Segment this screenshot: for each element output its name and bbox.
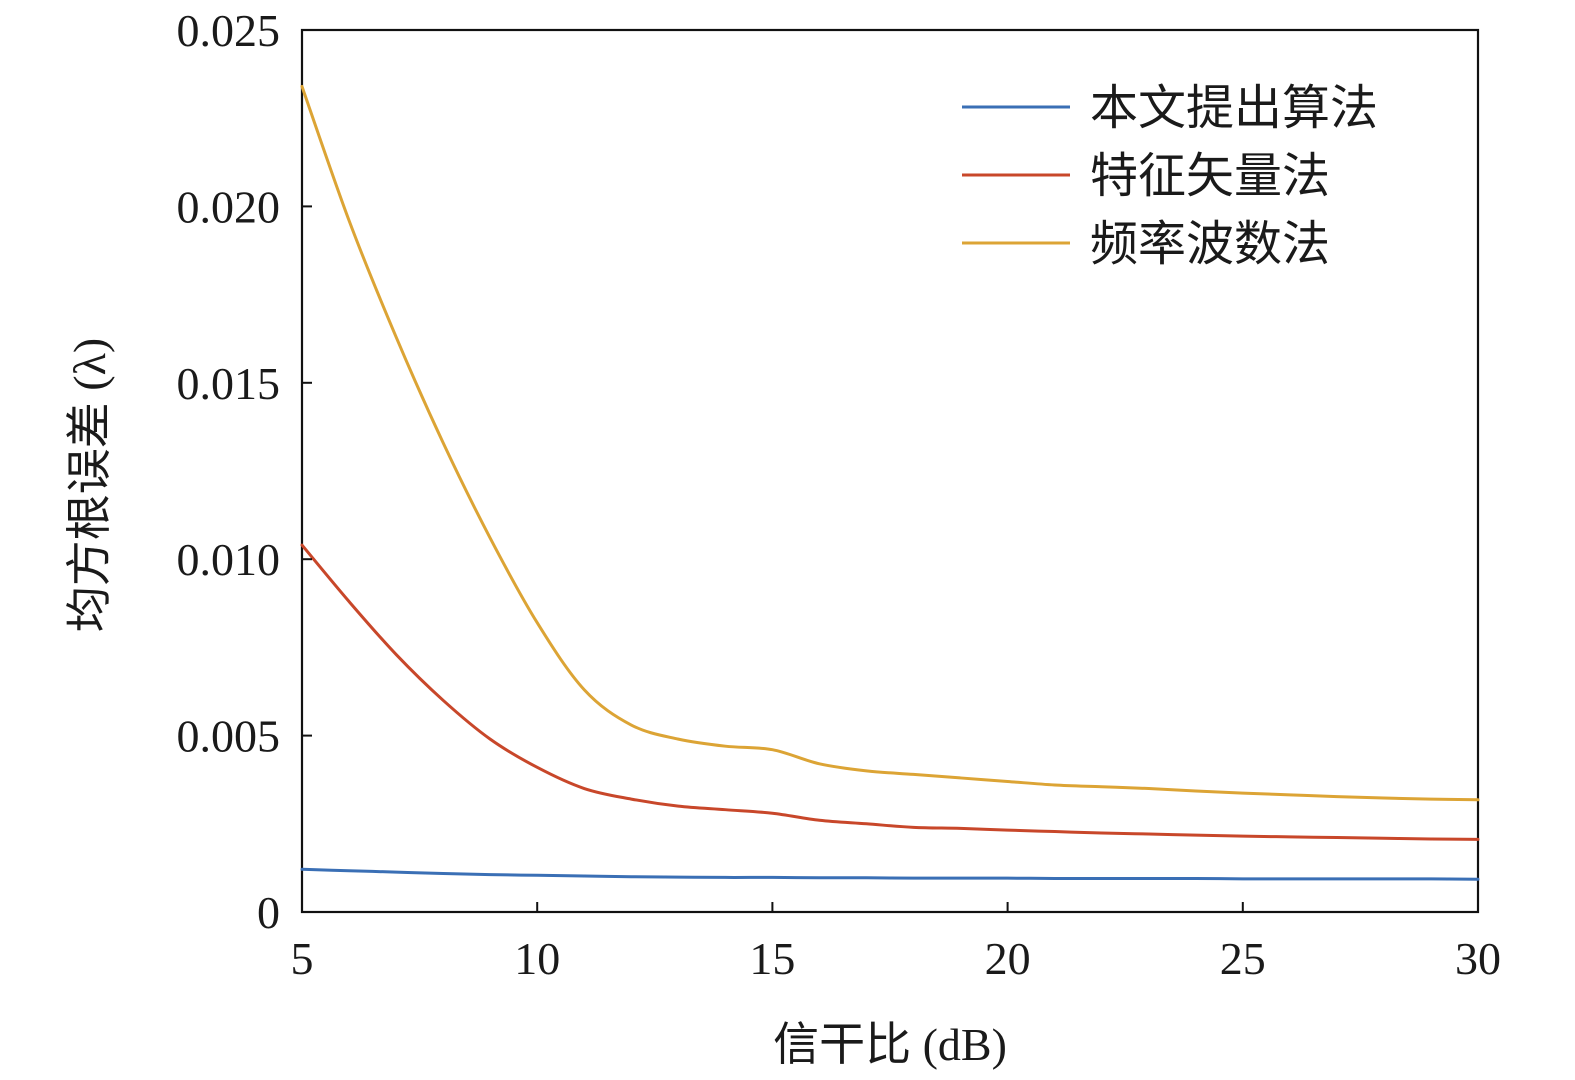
x-axis-title: 信干比 (dB) xyxy=(773,1019,1007,1070)
series-layer xyxy=(300,84,1480,881)
plot-border xyxy=(300,28,1480,914)
series-line-eigenvector xyxy=(300,543,1480,841)
x-tick-label: 5 xyxy=(291,933,314,984)
x-axis-ticks: 5 10 15 20 25 30 xyxy=(291,902,1501,984)
x-tick-label: 15 xyxy=(749,933,795,984)
y-axis-ticks: 0 0.005 0.010 0.015 0.020 0.025 xyxy=(177,5,312,938)
legend-label: 特征矢量法 xyxy=(1090,150,1330,203)
x-tick-label: 25 xyxy=(1220,933,1266,984)
legend-label: 本文提出算法 xyxy=(1090,82,1378,135)
plot-frame xyxy=(300,28,1480,914)
y-tick-label: 0.020 xyxy=(177,181,281,232)
x-tick-label: 30 xyxy=(1455,933,1501,984)
y-tick-label: 0.025 xyxy=(177,5,281,56)
legend-label: 频率波数法 xyxy=(1090,218,1330,271)
y-tick-label: 0 xyxy=(257,887,280,938)
y-tick-label: 0.015 xyxy=(177,358,281,409)
x-tick-label: 20 xyxy=(985,933,1031,984)
x-tick-label: 10 xyxy=(514,933,560,984)
series-line-proposed xyxy=(300,867,1480,881)
y-tick-label: 0.010 xyxy=(177,534,281,585)
y-tick-label: 0.005 xyxy=(177,711,281,762)
series-line-fk xyxy=(300,84,1480,802)
y-axis-title: 均方根误差 (λ) xyxy=(64,338,115,632)
